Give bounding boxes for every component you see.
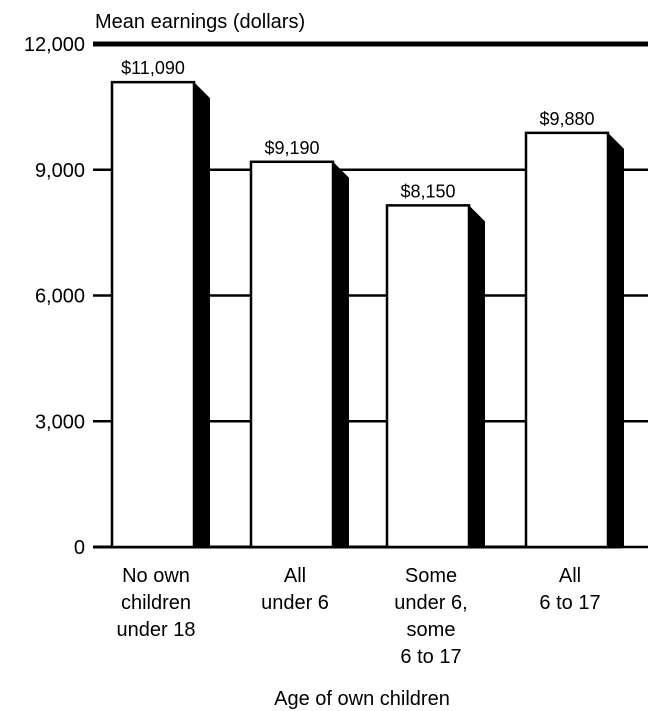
bar <box>526 133 608 547</box>
bar-shadow <box>608 133 624 547</box>
bars <box>112 82 624 547</box>
bar-shadow <box>333 162 349 547</box>
bar-value-label: $11,090 <box>121 58 185 78</box>
bar-shadow <box>194 82 210 547</box>
y-axis-title: Mean earnings (dollars) <box>95 11 305 33</box>
x-axis-title: Age of own children <box>274 688 450 710</box>
category-label: All under 6 <box>261 565 329 614</box>
category-label: All 6 to 17 <box>539 565 600 614</box>
bar <box>251 162 333 547</box>
y-tick-label: 12,000 <box>24 34 85 56</box>
category-label: Some under 6, some 6 to 17 <box>394 565 467 668</box>
bar-shadow <box>469 205 485 547</box>
y-tick-label: 0 <box>74 537 85 559</box>
y-tick-label: 3,000 <box>35 411 85 433</box>
y-axis-ticks: 0 3,000 6,000 9,000 12,000 <box>24 34 85 559</box>
bar <box>112 82 194 547</box>
category-label: No own children under 18 <box>117 565 196 641</box>
y-tick-label: 9,000 <box>35 160 85 182</box>
bar-value-label: $9,880 <box>539 109 594 129</box>
y-tick-label: 6,000 <box>35 286 85 308</box>
bar-value-label: $9,190 <box>264 138 319 158</box>
bar-value-label: $8,150 <box>400 181 455 201</box>
bar <box>387 205 469 547</box>
category-labels: No own children under 18 All under 6 Some unde… <box>117 565 601 668</box>
